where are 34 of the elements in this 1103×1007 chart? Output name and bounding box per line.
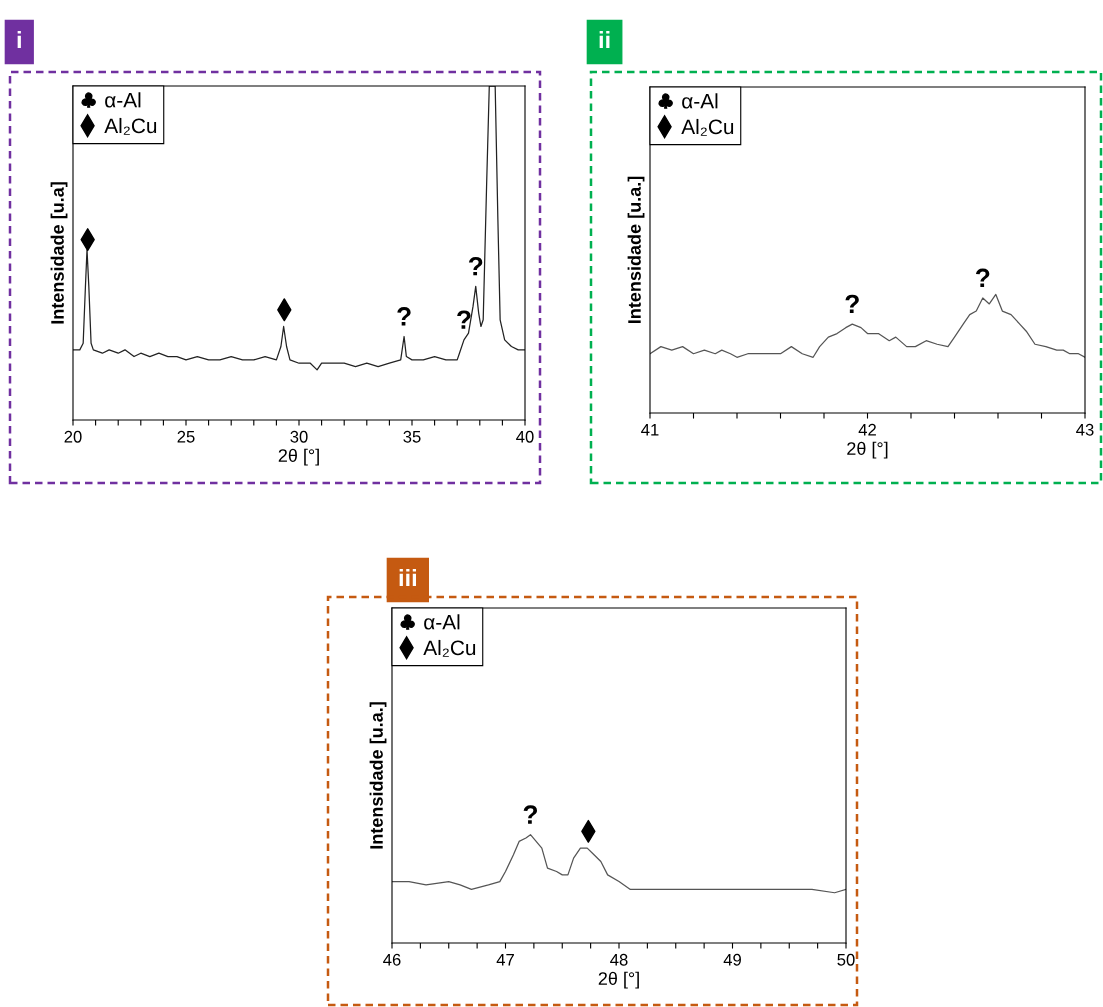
legend-label: α-Al (424, 614, 460, 630)
y-axis-title: Intensidade [u.a.] (369, 702, 387, 849)
x-tick-label: 35 (403, 430, 421, 443)
x-tick-label: 41 (641, 424, 659, 436)
legend-label: Al₂Cu (681, 118, 734, 136)
annotation: ? (468, 256, 483, 276)
x-tick-label: 48 (610, 953, 628, 966)
x-tick-label: 25 (177, 430, 195, 443)
legend-label: α-Al (682, 93, 718, 109)
x-axis-title: 2θ [°] (598, 971, 639, 989)
chart-title: i (17, 31, 21, 49)
annotation: ? (523, 805, 538, 824)
x-axis-title: 2θ [°] (278, 448, 319, 466)
chart-title: ii (599, 31, 610, 49)
x-axis-title: 2θ [°] (847, 441, 888, 459)
x-tick-label: 20 (64, 430, 82, 443)
y-axis-title: Intensidade [u.a] (50, 182, 68, 324)
x-tick-label: 40 (516, 430, 534, 443)
x-tick-label: 50 (837, 953, 855, 966)
x-tick-label: 49 (723, 953, 741, 966)
x-tick-label: 42 (858, 423, 876, 436)
chart-title: iii (399, 568, 417, 587)
annotation: ? (975, 268, 990, 287)
legend-label: Al₂Cu (423, 639, 476, 657)
x-tick-label: 47 (496, 954, 514, 966)
x-tick-label: 30 (290, 430, 308, 443)
annotation: ? (845, 294, 859, 314)
annotation: ? (397, 307, 411, 326)
x-tick-label: 46 (383, 953, 401, 966)
annotation: ? (457, 310, 471, 329)
legend-label: α-Al (105, 92, 141, 108)
legend-label: Al₂Cu (104, 117, 157, 135)
y-axis-title: Intensidade [u.a.] (627, 176, 645, 324)
x-tick-label: 43 (1076, 423, 1094, 436)
